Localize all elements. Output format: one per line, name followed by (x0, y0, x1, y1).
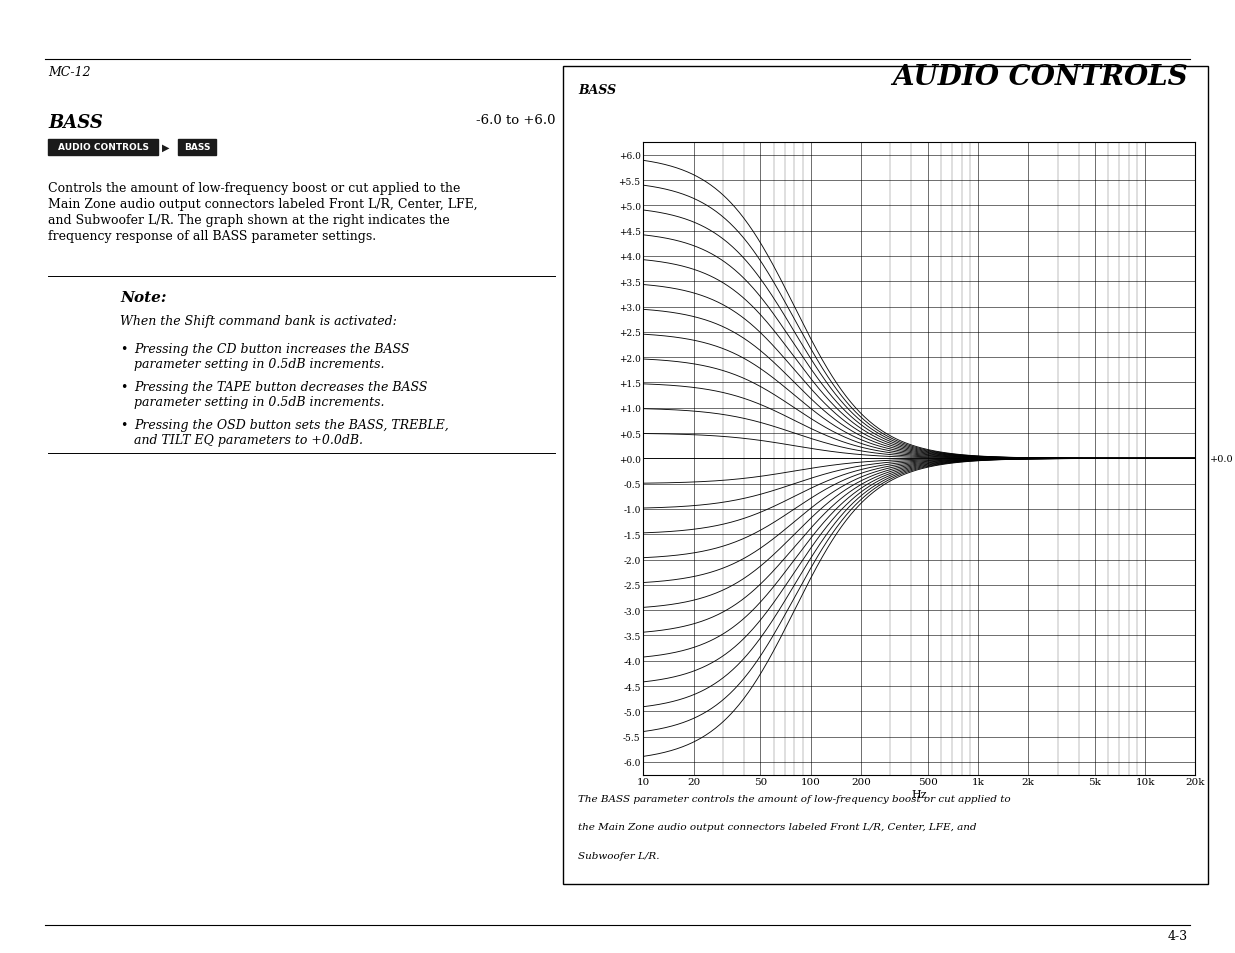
Text: MC-12: MC-12 (48, 66, 90, 79)
Text: ▶: ▶ (162, 143, 169, 152)
X-axis label: Hz: Hz (911, 789, 927, 800)
Text: and Subwoofer L/R. The graph shown at the right indicates the: and Subwoofer L/R. The graph shown at th… (48, 213, 450, 227)
Text: The BASS parameter controls the amount of low-frequency boost or cut applied to: The BASS parameter controls the amount o… (578, 794, 1010, 802)
Text: Main Zone audio output connectors labeled Front L/R, Center, LFE,: Main Zone audio output connectors labele… (48, 198, 478, 211)
Text: BASS: BASS (184, 143, 210, 152)
Text: AUDIO CONTROLS: AUDIO CONTROLS (893, 64, 1188, 91)
Text: parameter setting in 0.5dB increments.: parameter setting in 0.5dB increments. (135, 395, 384, 409)
Bar (48, 140, 158, 156)
Text: -6.0 to +6.0: -6.0 to +6.0 (475, 113, 555, 127)
Text: •: • (120, 380, 127, 394)
Text: AUDIO CONTROLS: AUDIO CONTROLS (58, 143, 148, 152)
Text: Subwoofer L/R.: Subwoofer L/R. (578, 851, 659, 860)
Text: BASS: BASS (578, 84, 616, 97)
Text: the Main Zone audio output connectors labeled Front L/R, Center, LFE, and: the Main Zone audio output connectors la… (578, 822, 977, 831)
Text: Pressing the OSD button sets the BASS, TREBLE,: Pressing the OSD button sets the BASS, T… (135, 418, 448, 432)
Text: frequency response of all BASS parameter settings.: frequency response of all BASS parameter… (48, 230, 377, 243)
Text: and TILT EQ parameters to +0.0dB.: and TILT EQ parameters to +0.0dB. (135, 434, 363, 447)
Text: Note:: Note: (120, 291, 167, 305)
Text: 4-3: 4-3 (1168, 929, 1188, 942)
Text: Controls the amount of low-frequency boost or cut applied to the: Controls the amount of low-frequency boo… (48, 182, 461, 194)
Text: parameter setting in 0.5dB increments.: parameter setting in 0.5dB increments. (135, 357, 384, 371)
Bar (178, 140, 216, 156)
Text: Pressing the CD button increases the BASS: Pressing the CD button increases the BAS… (135, 343, 410, 355)
Text: •: • (120, 418, 127, 432)
Text: BASS: BASS (48, 113, 103, 132)
Text: +0.0: +0.0 (1210, 455, 1234, 463)
Text: •: • (120, 343, 127, 355)
Text: Pressing the TAPE button decreases the BASS: Pressing the TAPE button decreases the B… (135, 380, 427, 394)
Text: When the Shift command bank is activated:: When the Shift command bank is activated… (120, 314, 396, 328)
